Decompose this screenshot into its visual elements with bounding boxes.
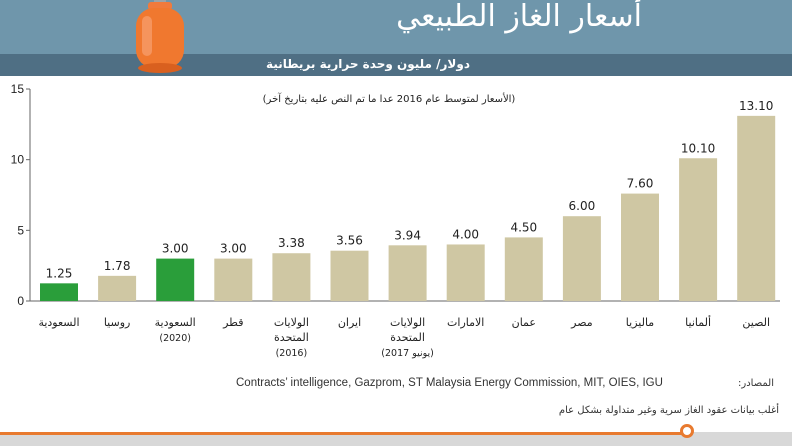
y-tick-label: 10 [11, 153, 25, 167]
bar-chart: (الأسعار لمتوسط عام 2016 عدا ما تم النص … [11, 82, 780, 359]
x-tick-label: مصر [570, 316, 593, 329]
x-tick-label: قطر [222, 316, 243, 329]
header-banner [0, 0, 792, 56]
footer-bar [0, 432, 792, 446]
x-tick-label: عمان [512, 316, 536, 329]
data-label: 7.60 [627, 177, 654, 191]
data-label: 3.00 [162, 242, 189, 256]
y-tick-label: 15 [11, 82, 25, 96]
data-label: 4.00 [452, 227, 479, 241]
sources-text: Contracts’ intelligence, Gazprom, ST Mal… [236, 377, 663, 389]
x-tick-label: المتحدة [390, 331, 425, 344]
data-label: 1.25 [46, 266, 73, 280]
data-label: 1.78 [104, 259, 131, 273]
chart-subtitle: دولار/ مليون وحدة حرارية بريطانية [266, 57, 470, 71]
bar [98, 275, 137, 301]
x-tick-label: ألمانيا [685, 315, 711, 329]
bar [446, 244, 485, 301]
footer-knot-icon [680, 424, 694, 438]
bar [504, 237, 543, 301]
x-tick-label: ايران [338, 316, 361, 329]
bar [330, 250, 369, 301]
x-tick-label: الولايات [274, 316, 309, 329]
page-title: أسعار الغاز الطبيعي [396, 0, 642, 34]
x-tick-label: (يونيو 2017) [381, 348, 434, 359]
x-tick-label: (2016) [276, 348, 308, 359]
bar [388, 245, 427, 301]
data-label: 3.38 [278, 236, 305, 250]
data-label: 6.00 [569, 199, 596, 213]
data-label: 4.50 [510, 220, 537, 234]
x-tick-label: السعودية [38, 316, 79, 329]
x-tick-label: السعودية [155, 316, 196, 329]
y-tick-label: 5 [17, 223, 24, 237]
data-label: 3.56 [336, 234, 363, 248]
x-tick-label: المتحدة [274, 331, 309, 344]
data-label: 13.10 [739, 99, 773, 113]
footnote: أغلب بيانات عقود الغاز سرية وغير متداولة… [558, 405, 779, 416]
sources-label: المصادر: [738, 378, 774, 389]
bar [156, 258, 195, 301]
bar [737, 115, 776, 301]
x-tick-label: الولايات [390, 316, 425, 329]
bar [214, 258, 253, 301]
x-tick-label: ماليزيا [626, 316, 655, 329]
subtitle-bar [0, 54, 792, 76]
x-tick-label: الصين [742, 316, 770, 329]
footer-accent-line [0, 432, 690, 435]
data-label: 3.94 [394, 228, 421, 242]
gas-cylinder-icon [136, 0, 184, 73]
data-label: 3.00 [220, 242, 247, 256]
bar [621, 193, 659, 301]
chart-bars [40, 115, 776, 301]
chart-labels: 1.25 السعودية 1.78 روسيا 3.00 السعودية (2020) 3… [38, 99, 773, 359]
chart-note: (الأسعار لمتوسط عام 2016 عدا ما تم النص … [263, 92, 516, 105]
x-tick-label: روسيا [104, 316, 131, 329]
x-tick-label: (2020) [159, 333, 191, 344]
y-tick-label: 0 [17, 294, 24, 308]
data-label: 10.10 [681, 141, 715, 155]
bar [40, 283, 78, 301]
x-tick-label: الامارات [447, 316, 484, 329]
bar [562, 216, 601, 301]
bar [272, 253, 311, 301]
bar [679, 158, 718, 301]
